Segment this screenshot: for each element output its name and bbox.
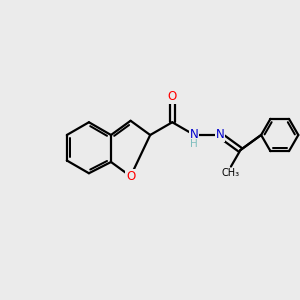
- Text: N: N: [190, 128, 199, 142]
- Text: CH₃: CH₃: [222, 168, 240, 178]
- Text: N: N: [215, 128, 224, 142]
- Text: O: O: [126, 170, 135, 183]
- Text: O: O: [168, 91, 177, 103]
- Text: H: H: [190, 139, 198, 149]
